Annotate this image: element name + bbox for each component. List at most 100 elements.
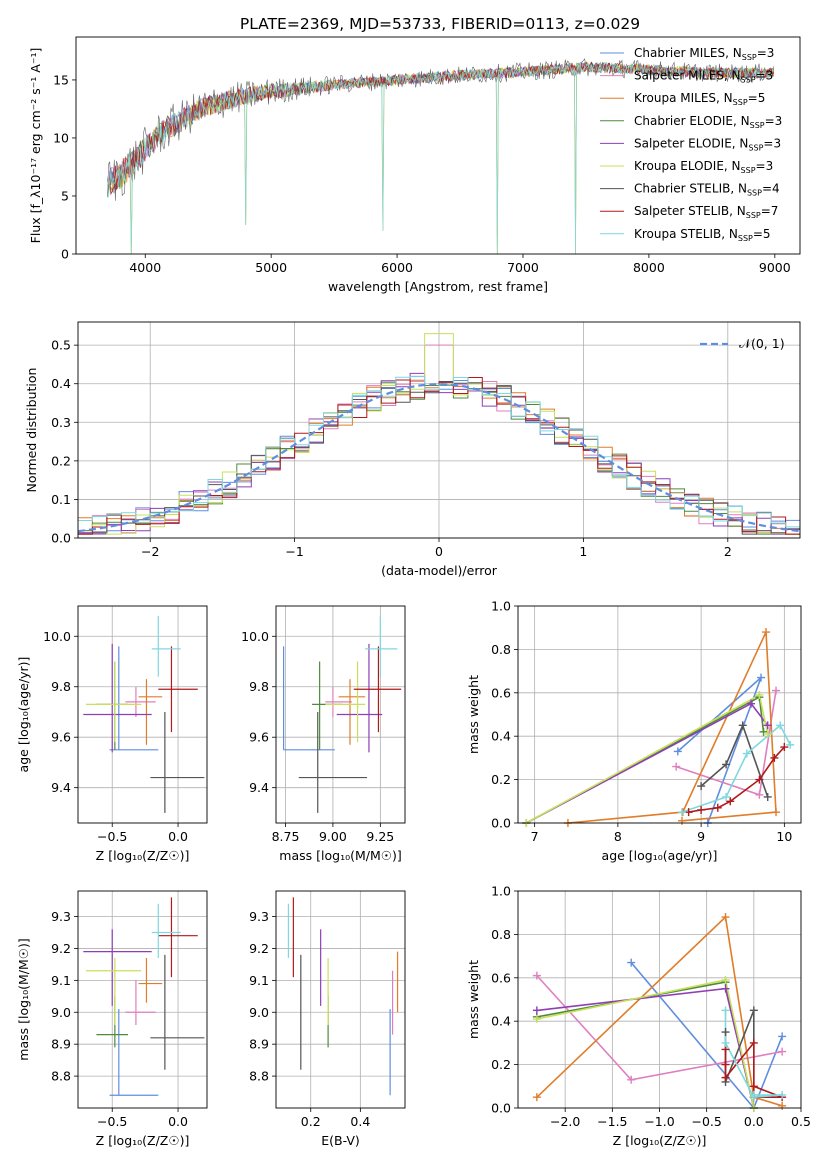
x-tick-label: 8000 [633,260,665,275]
weight-line-kroupa-elodie [536,979,755,1108]
weight-marker [713,803,722,812]
x-axis-label: (data-model)/error [381,563,498,578]
weight-marker [721,1028,730,1037]
y-tick-label: 9.1 [51,973,71,988]
weight-marker [780,743,789,752]
weight-marker [722,760,731,769]
x-tick-label: −0.5 [97,1114,127,1129]
y-tick-label: 9.8 [249,679,269,694]
x-tick-label: 4000 [129,260,161,275]
y-tick-label: 0.0 [491,816,511,831]
y-tick-label: 0.0 [491,1101,511,1116]
axes-frame [77,321,801,539]
x-tick-label: 0.5 [791,1114,811,1129]
x-tick-label: 7000 [507,260,539,275]
x-tick-label: 7 [531,829,539,844]
axes-frame [517,605,802,824]
weight-marker [721,1006,730,1015]
y-tick-label: 0 [61,247,69,262]
weight-line-salpeter-elodie [525,702,769,823]
panel-weight_vs_Z: −2.0 −1.5 −1.0 −0.5 0.0 0.5 0.0 0.2 0.4 0.6 0.8 1.0… [466,884,811,1149]
weight-marker [721,913,730,922]
y-tick-label: 5 [61,188,69,203]
weight-marker [757,673,766,682]
y-tick-label: 9.4 [249,780,269,795]
y-tick-label: 10.0 [241,629,269,644]
x-axis-label: age [log₁₀(age/yr)] [602,848,718,863]
x-tick-label: 8.75 [272,829,300,844]
weight-marker [677,816,686,825]
weight-marker [778,1032,787,1041]
x-axis-label: Z [log₁₀(Z/Z☉)] [96,1133,190,1148]
x-tick-label: 6000 [381,260,413,275]
y-axis-label: mass [log₁₀(M/M☉)] [16,938,31,1060]
y-tick-label: 9.0 [249,1005,269,1020]
y-tick-label: 0.6 [491,685,511,700]
y-tick-label: 0.5 [51,338,71,353]
weight-marker [749,1082,758,1091]
y-tick-label: 9.4 [51,780,71,795]
plot-area [78,322,800,538]
y-tick-label: 15 [53,72,69,87]
x-tick-label: 10 [776,829,792,844]
y-axis-label: age [log₁₀(age/yr)] [16,657,31,773]
weight-line-chabrier-miles [630,962,783,1108]
y-tick-label: 1.0 [491,599,511,614]
legend-entry: Kroupa ELODIE, NSSP=3 [634,159,773,175]
weight-marker [749,1038,758,1047]
x-tick-label: −0.5 [691,1114,721,1129]
y-tick-label: 8.9 [249,1037,269,1052]
x-tick-label: 0.0 [168,1114,188,1129]
weight-marker [770,753,779,762]
legend-entry: Kroupa STELIB, NSSP=5 [634,227,771,243]
y-tick-label: 9.6 [51,730,71,745]
y-tick-label: 0.2 [491,1057,511,1072]
y-tick-label: 9.2 [51,941,71,956]
weight-marker [776,721,785,730]
x-tick-label: 0 [435,544,443,559]
x-tick-label: −1.0 [644,1114,674,1129]
y-axis-label: Normed distribution [24,368,39,493]
axes-frame [275,890,406,1109]
y-tick-label: 1.0 [491,884,511,899]
panel-mass_vs_Z: −0.5 0.0 8.8 8.9 9.0 9.1 9.2 9.3 Z [log₁₀(Z/Z☉)]… [16,890,208,1148]
y-tick-label: 0.4 [491,729,511,744]
weight-marker [532,1093,541,1102]
plot-area [107,58,775,254]
y-tick-label: 0.4 [51,376,71,391]
gaussian-curve [78,382,800,533]
weight-marker [722,792,731,801]
spectrum-line-kroupa-stelib [107,62,774,254]
panel-weight_vs_age: 7 8 9 10 0.0 0.2 0.4 0.6 0.8 1.0 age [log₁₀(age/yr… [466,599,802,863]
x-tick-label: 9 [697,829,705,844]
axes-frame [77,605,208,824]
x-tick-label: 5000 [255,260,287,275]
plot-area [276,606,405,823]
weight-marker [763,792,772,801]
x-tick-label: −1.5 [597,1114,627,1129]
y-axis-label: mass weight [466,675,481,754]
x-tick-label: 2 [724,544,732,559]
legend-entry: Salpeter ELODIE, NSSP=3 [634,136,781,152]
y-tick-label: 10 [53,130,69,145]
x-tick-label: 0.0 [168,829,188,844]
weight-marker [697,782,706,791]
x-tick-label: 9.00 [319,829,347,844]
axes-frame [75,36,801,255]
weight-marker [778,1101,787,1110]
x-tick-label: 9.25 [366,829,394,844]
panel-residuals: −2 −1 0 1 2 0.0 0.1 0.2 0.3 0.4 0.5 (data-model)/er… [24,321,801,578]
weight-line-chabrier-miles [677,677,762,823]
weight-marker [627,958,636,967]
weight-line-salpeter-elodie [536,987,755,1108]
weight-marker [721,1038,730,1047]
weight-marker [755,775,764,784]
y-axis-label: mass weight [466,960,481,1039]
y-tick-label: 8.9 [51,1037,71,1052]
x-axis-label: Z [log₁₀(Z/Z☉)] [613,1133,707,1148]
y-tick-label: 9.3 [249,909,269,924]
weight-marker [532,971,541,980]
legend-entry: 𝒩(0, 1) [739,336,785,351]
y-tick-label: 9.1 [249,973,269,988]
axes-frame [77,890,208,1109]
